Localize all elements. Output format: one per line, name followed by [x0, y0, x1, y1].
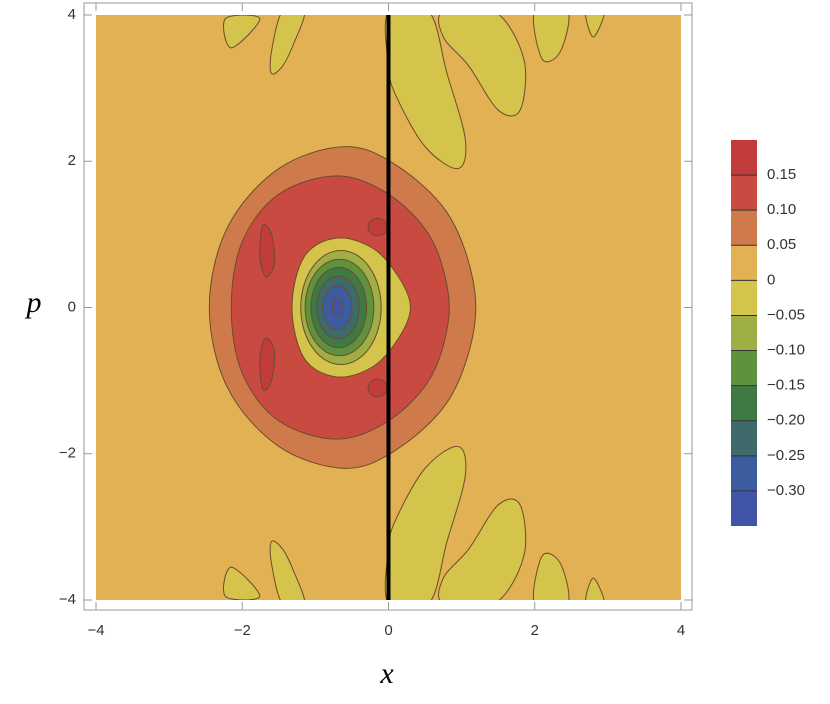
contour-region	[437, 15, 527, 117]
contour-region	[532, 552, 570, 600]
colorbar-band	[731, 350, 757, 386]
x-tick-label: 2	[531, 622, 539, 639]
colorbar-tick-label: −0.05	[767, 306, 805, 323]
contour-region	[223, 15, 261, 49]
colorbar-tick-label: 0.15	[767, 166, 796, 183]
y-tick-label: 0	[68, 298, 76, 315]
contour-region	[259, 337, 276, 391]
contour-region	[532, 15, 570, 63]
x-tick-label: −2	[234, 622, 251, 639]
contour-region	[223, 566, 261, 600]
colorbar-tick-label: −0.10	[767, 342, 805, 359]
contour-region	[585, 577, 605, 600]
colorbar-band	[731, 455, 757, 491]
contour-region	[269, 540, 305, 600]
y-tick-label: 2	[68, 152, 76, 169]
contour-region	[331, 298, 343, 317]
x-tick-label: −4	[87, 622, 104, 639]
colorbar-band	[731, 140, 757, 176]
x-tick-label: 0	[384, 622, 392, 639]
colorbar-tick-label: −0.25	[767, 447, 805, 464]
x-tick-label: 4	[677, 622, 685, 639]
y-axis-label: p	[25, 286, 42, 319]
colorbar-band	[731, 420, 757, 456]
colorbar-tick-label: 0.05	[767, 236, 796, 253]
y-tick-label: 4	[68, 6, 76, 23]
colorbar-tick-label: −0.20	[767, 412, 805, 429]
x-axis-label: x	[379, 657, 394, 690]
contour-region	[585, 15, 605, 38]
y-tick-label: −4	[59, 591, 76, 608]
contour-region	[269, 15, 305, 75]
colorbar-band	[731, 315, 757, 351]
colorbar-band	[731, 385, 757, 421]
colorbar-band	[731, 245, 757, 281]
colorbar-tick-label: −0.30	[767, 482, 805, 499]
contour-region	[367, 217, 388, 237]
colorbar-band	[731, 175, 757, 211]
colorbar-tick-label: 0.10	[767, 201, 796, 218]
contour-region	[367, 378, 388, 398]
colorbar-tick-label: −0.15	[767, 377, 805, 394]
contour-region	[259, 224, 276, 278]
colorbar-band	[731, 210, 757, 246]
colorbar-band	[731, 280, 757, 316]
y-tick-label: −2	[59, 445, 76, 462]
colorbar-band	[731, 490, 757, 526]
colorbar-tick-label: 0	[767, 271, 775, 288]
contour-region	[437, 498, 527, 600]
